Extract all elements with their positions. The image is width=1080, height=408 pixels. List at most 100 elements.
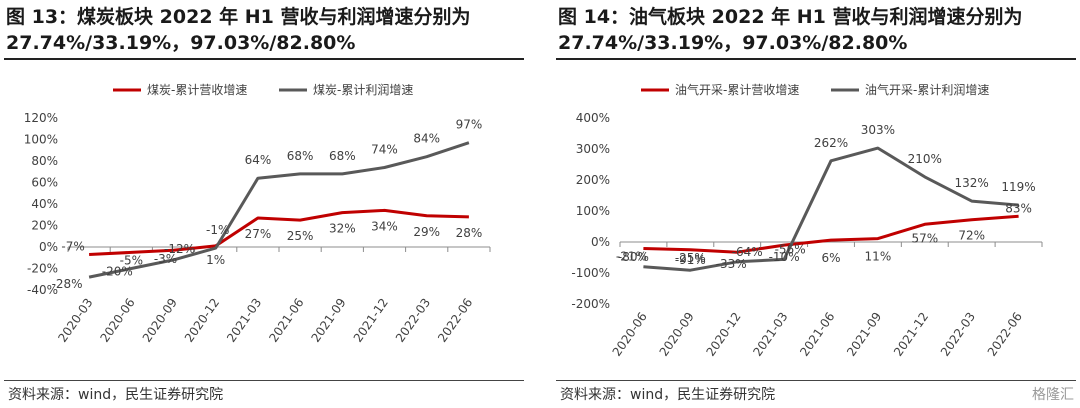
y-tick-label: 120% [24,111,58,125]
data-label: -25% [675,251,706,265]
bottom-rule [4,380,524,381]
chart-legend: 油气开采-累计营收增速 油气开采-累计利润增速 [641,82,989,97]
data-label: 34% [371,219,398,233]
series-line [643,214,1019,254]
legend-label: 油气开采-累计营收增速 [675,82,799,97]
y-tick-label: 0% [39,240,58,254]
data-label: -10% [769,250,800,264]
data-label: 29% [413,225,440,239]
x-tick-label: 2021-03 [750,310,790,359]
data-label: -1% [206,223,229,237]
data-label: 11% [865,250,892,264]
x-tick-label: 2021-06 [797,310,837,359]
x-tick-label: 2020-09 [657,310,697,359]
data-label: -3% [154,252,177,266]
figure-title-line-1: 图 13：煤炭板块 2022 年 H1 营收与利润增速分别为 [6,6,471,28]
source-note: 资料来源：wind，民生证券研究院 [560,387,776,403]
data-label: 57% [911,231,938,245]
coal-figure-panel: 图 13：煤炭板块 2022 年 H1 营收与利润增速分别为 27.74%/33… [0,0,528,408]
x-tick-label: 2020-12 [703,310,743,359]
x-tick-label: 2020-09 [140,296,180,345]
data-label: 27% [245,227,272,241]
x-tick-label: 2021-06 [266,296,306,345]
x-tick-label: 2021-09 [309,296,349,345]
data-label: 6% [821,251,840,265]
y-tick-label: 0% [591,235,610,249]
x-tick-label: 2021-09 [844,310,884,359]
x-tick-label: 2020-06 [98,296,138,345]
x-tick-label: 2021-12 [351,296,391,345]
y-tick-label: -20% [27,262,58,276]
data-label: -80% [618,250,649,264]
data-label: 25% [287,229,314,243]
y-tick-label: -40% [27,283,58,297]
figure-title: 图 13：煤炭板块 2022 年 H1 营收与利润增速分别为 27.74%/33… [6,4,526,56]
data-label: -56% [775,242,806,256]
figure-title: 图 14：油气板块 2022 年 H1 营收与利润增速分别为 27.74%/33… [558,4,1078,56]
data-label: 64% [245,153,272,167]
data-label: 210% [908,152,942,166]
data-label: -33% [716,257,747,271]
data-label: -91% [675,253,706,267]
x-tick-label: 2020-06 [610,310,650,359]
y-tick-label: 100% [24,133,58,147]
watermark-logo: 格隆汇 [1032,387,1074,403]
y-tick-label: 100% [576,204,610,218]
x-tick-label: 2020-12 [182,296,222,345]
data-label: 303% [861,123,895,137]
x-tick-label: 2022-06 [435,296,475,345]
x-tick-label: 2021-03 [224,296,264,345]
legend-label: 油气开采-累计利润增速 [865,82,989,97]
data-label: 262% [814,136,848,150]
data-label: 1% [206,253,225,267]
data-label: 28% [456,226,483,240]
figure-title-line-1: 图 14：油气板块 2022 年 H1 营收与利润增速分别为 [558,6,1023,28]
data-label: -28% [52,277,83,291]
oil-gas-growth-line-chart: 油气开采-累计营收增速 油气开采-累计利润增速 -200% -100% 0% 100% 20… [571,82,1043,359]
y-tick-label: 300% [576,142,610,156]
top-rule [4,58,524,60]
data-label: -7% [61,240,84,254]
series-line [89,208,469,256]
oil-gas-figure-panel: 图 14：油气板块 2022 年 H1 营收与利润增速分别为 27.74%/33… [552,0,1080,408]
data-label: -20% [102,265,133,279]
bottom-rule [556,380,1076,381]
y-tick-label: -200% [571,297,610,311]
data-label: 68% [287,149,314,163]
series-line [643,146,1019,272]
data-label: 132% [955,176,989,190]
data-label: 68% [329,149,356,163]
data-label: 32% [329,222,356,236]
y-tick-label: 80% [31,154,58,168]
coal-growth-line-chart: 煤炭-累计营收增速 煤炭-累计利润增速 -40% -20% 0% 20% 40% 60% 80%… [24,83,491,345]
source-note: 资料来源：wind，民生证券研究院 [8,387,224,403]
x-tick-label: 2022-03 [393,296,433,345]
top-rule [556,58,1076,60]
y-tick-label: 20% [31,219,58,233]
figure-title-line-2: 27.74%/33.19%，97.03%/82.80% [6,32,356,54]
y-tick-label: 60% [31,176,58,190]
data-label: -12% [164,242,195,256]
data-label: -21% [616,250,647,264]
legend-label: 煤炭-累计营收增速 [147,83,247,97]
x-tick-label: 2022-03 [938,310,978,359]
data-label: 97% [456,118,483,132]
data-label: -64% [732,245,763,259]
y-tick-label: -100% [571,266,610,280]
series-line [88,141,470,279]
data-label: 74% [371,142,398,156]
figure-title-line-2: 27.74%/33.19%，97.03%/82.80% [558,32,908,54]
x-tick-label: 2021-12 [891,310,931,359]
x-tick-label: 2020-03 [55,296,95,345]
data-label: 72% [958,229,985,243]
y-tick-label: 400% [576,111,610,125]
y-tick-label: 40% [31,197,58,211]
data-label: 119% [1001,180,1035,194]
chart-legend: 煤炭-累计营收增速 煤炭-累计利润增速 [113,83,413,97]
x-tick-label: 2022-06 [985,310,1025,359]
data-label: 84% [413,132,440,146]
data-label: -5% [120,253,143,267]
data-label: 83% [1005,201,1032,215]
y-tick-label: 200% [576,173,610,187]
legend-label: 煤炭-累计利润增速 [313,83,413,97]
